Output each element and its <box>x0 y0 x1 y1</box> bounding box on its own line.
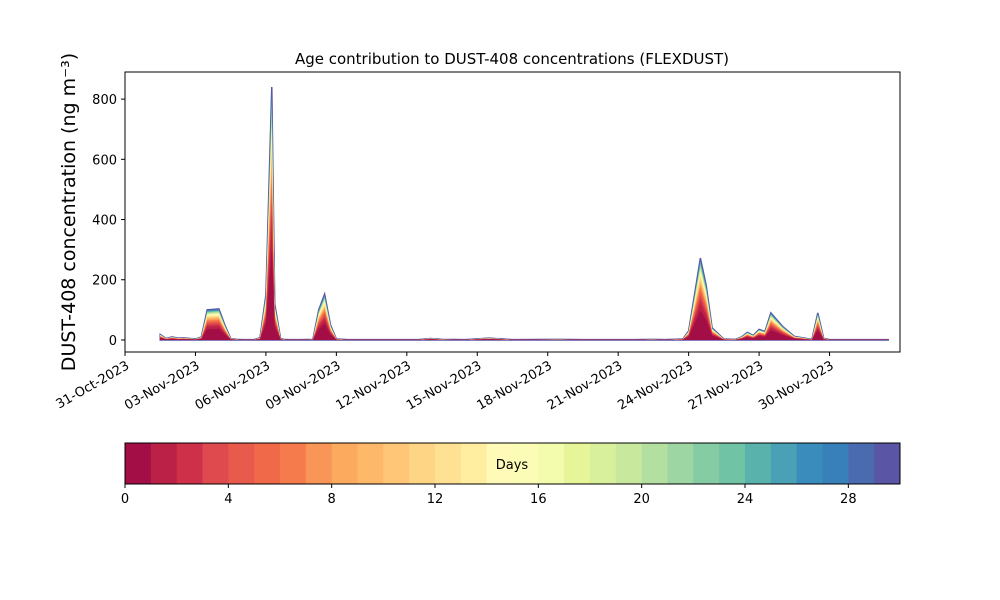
x-tick-label: 06-Nov-2023 <box>193 358 273 413</box>
colorbar-tick-label: 4 <box>224 492 232 507</box>
colorbar-cell <box>383 443 410 484</box>
x-tick-label: 03-Nov-2023 <box>122 358 202 413</box>
colorbar-cell <box>409 443 436 484</box>
y-tick-label: 0 <box>109 334 117 349</box>
colorbar-label: Days <box>496 458 529 473</box>
colorbar-tick-label: 16 <box>530 492 547 507</box>
colorbar-tick-label: 24 <box>737 492 754 507</box>
colorbar-cell <box>770 443 798 484</box>
colorbar-cell <box>486 443 513 484</box>
colorbar-cell <box>667 443 694 484</box>
colorbar-cell <box>305 443 333 484</box>
x-tick-label: 18-Nov-2023 <box>474 358 554 413</box>
colorbar-ticks: 0 4 8 12 16 20 24 28 <box>121 484 857 507</box>
colorbar-cell <box>564 443 591 484</box>
colorbar-tick-label: 20 <box>633 492 650 507</box>
x-tick-label: 30-Nov-2023 <box>756 358 836 413</box>
colorbar-cell <box>176 443 203 484</box>
y-tick-label: 600 <box>92 153 117 168</box>
colorbar-tick-label: 28 <box>840 492 857 507</box>
colorbar-cell <box>848 443 875 484</box>
colorbar-cell <box>512 443 539 484</box>
x-tick-label: 24-Nov-2023 <box>615 358 695 413</box>
y-axis-ticks: 0 200 400 600 800 <box>92 93 125 349</box>
colorbar-cell <box>435 443 462 484</box>
colorbar-cell <box>796 443 823 484</box>
colorbar-cell <box>125 443 152 484</box>
colorbar-cell <box>745 443 772 484</box>
colorbar-tick-label: 8 <box>328 492 336 507</box>
colorbar-tick-label: 12 <box>427 492 444 507</box>
colorbar-cell <box>615 443 643 484</box>
colorbar-cell <box>693 443 720 484</box>
colorbar-cells <box>125 443 901 484</box>
colorbar-tick-label: 0 <box>121 492 129 507</box>
colorbar-cell <box>719 443 746 484</box>
y-tick-label: 200 <box>92 274 117 289</box>
colorbar-cell <box>590 443 617 484</box>
chart-title: Age contribution to DUST-408 concentrati… <box>295 50 729 68</box>
x-tick-label: 09-Nov-2023 <box>263 358 343 413</box>
colorbar-cell <box>280 443 307 484</box>
plot-area: 0 200 400 600 800 31-Oct-202303-Nov-202306-N… <box>54 71 901 413</box>
x-tick-label: 27-Nov-2023 <box>686 358 766 413</box>
age-contribution-areas <box>159 87 890 341</box>
x-tick-label: 15-Nov-2023 <box>404 358 484 413</box>
y-tick-label: 400 <box>92 214 117 229</box>
x-axis-ticks: 31-Oct-202303-Nov-202306-Nov-202309-Nov-… <box>54 352 837 413</box>
colorbar-cell <box>538 443 565 484</box>
colorbar-cell <box>460 443 488 484</box>
colorbar-cell <box>822 443 849 484</box>
area-series-30 <box>159 87 890 341</box>
y-tick-label: 800 <box>92 93 117 108</box>
colorbar-cell <box>331 443 358 484</box>
y-axis-label: DUST-408 concentration (ng m⁻³) <box>58 53 80 371</box>
colorbar: Days 0 4 8 12 16 20 24 28 <box>121 442 901 507</box>
colorbar-cell <box>228 443 255 484</box>
colorbar-cell <box>357 443 384 484</box>
x-tick-label: 12-Nov-2023 <box>334 358 414 413</box>
colorbar-cell <box>150 443 178 484</box>
x-tick-label: 21-Nov-2023 <box>545 358 625 413</box>
plot-frame <box>124 71 901 353</box>
colorbar-cell <box>202 443 229 484</box>
colorbar-frame <box>124 442 901 485</box>
colorbar-cell <box>874 443 901 484</box>
colorbar-cell <box>641 443 668 484</box>
colorbar-cell <box>254 443 281 484</box>
